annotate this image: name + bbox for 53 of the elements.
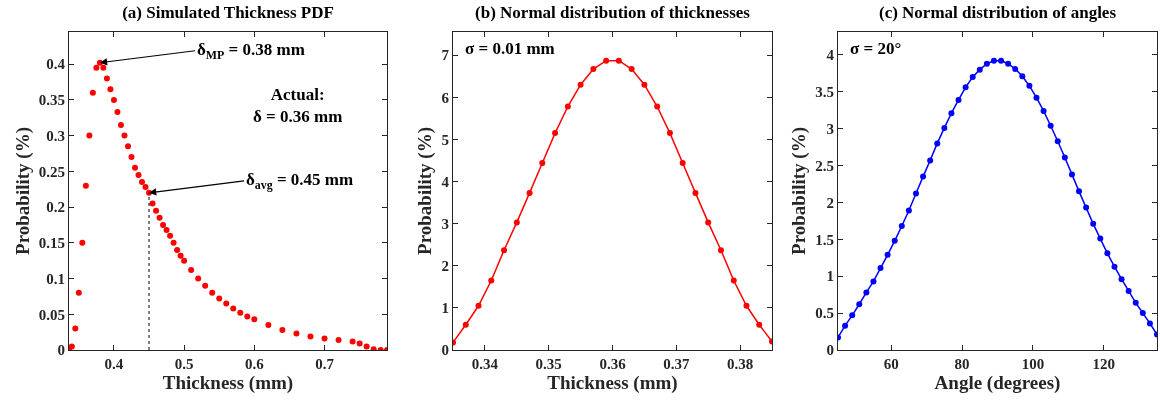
x-tick-label: 0.6 bbox=[244, 356, 265, 372]
y-axis-title: Probability (%) bbox=[788, 127, 811, 255]
x-axis-title: Thickness (mm) bbox=[547, 372, 678, 394]
x-tick-label: 0.34 bbox=[471, 356, 499, 372]
x-axis-title: Angle (degrees) bbox=[934, 372, 1061, 394]
x-tick-label: 0.38 bbox=[726, 356, 754, 372]
y-tick-label: 2.5 bbox=[815, 157, 834, 174]
y-tick-label: 2 bbox=[441, 258, 449, 275]
annotation: δ$_{avg}$ = 0.45 mm bbox=[246, 170, 354, 192]
y-tick-label: 0.15 bbox=[38, 235, 65, 252]
chart-title: (a) Simulated Thickness PDF bbox=[122, 2, 334, 22]
y-tick-label: 5 bbox=[441, 131, 449, 148]
x-tick-label: 60 bbox=[883, 356, 899, 372]
x-tick-label: 0.35 bbox=[535, 356, 562, 372]
y-tick-label: 0.2 bbox=[46, 199, 65, 216]
y-tick-label: 0.5 bbox=[815, 305, 834, 322]
y-tick-label: 1 bbox=[441, 300, 449, 317]
y-tick-label: 0.3 bbox=[46, 127, 65, 144]
x-tick-label: 0.5 bbox=[174, 356, 194, 372]
y-tick-label: 0.35 bbox=[38, 92, 65, 109]
y-tick-label: 2 bbox=[826, 194, 834, 211]
y-tick-label: 0.25 bbox=[38, 163, 65, 180]
y-tick-label: 3 bbox=[441, 215, 449, 232]
y-tick-label: 0.4 bbox=[46, 56, 66, 73]
y-tick-label: 0 bbox=[57, 342, 65, 359]
y-tick-label: 7 bbox=[441, 47, 450, 64]
annotation: σ = 0.01 mm bbox=[465, 39, 555, 58]
y-axis-title: Probability (%) bbox=[414, 127, 437, 255]
y-tick-label: 0 bbox=[826, 342, 834, 359]
annotation: Actual: δ = 0.36 mm bbox=[253, 85, 343, 127]
x-tick-label: 0.36 bbox=[599, 356, 627, 372]
x-tick-label: 0.4 bbox=[104, 356, 124, 372]
y-tick-label: 3.5 bbox=[815, 84, 834, 101]
x-tick-label: 0.7 bbox=[315, 356, 335, 372]
y-tick-label: 3 bbox=[826, 120, 834, 137]
x-axis-title: Thickness (mm) bbox=[162, 372, 294, 394]
x-tick-label: 0.37 bbox=[663, 356, 690, 372]
annotation: σ = 20° bbox=[850, 39, 902, 58]
y-tick-label: 4 bbox=[826, 47, 835, 64]
y-tick-label: 1.5 bbox=[815, 231, 834, 248]
y-tick-label: 6 bbox=[441, 89, 450, 106]
x-tick-label: 80 bbox=[954, 356, 970, 372]
y-tick-label: 4 bbox=[441, 173, 450, 190]
y-axis-title: Probability (%) bbox=[11, 127, 34, 255]
y-tick-label: 0.1 bbox=[46, 270, 65, 287]
y-tick-label: 0 bbox=[441, 342, 449, 359]
x-tick-label: 100 bbox=[1021, 356, 1045, 372]
x-tick-label: 120 bbox=[1092, 356, 1116, 372]
annotation: δ$_{MP}$ = 0.38 mm bbox=[197, 40, 305, 62]
y-tick-label: 1 bbox=[826, 268, 834, 285]
y-tick-label: 0.05 bbox=[38, 306, 65, 323]
chart-title: (b) Normal distribution of thicknesses bbox=[475, 2, 751, 22]
chart-title: (c) Normal distribution of angles bbox=[878, 2, 1117, 22]
